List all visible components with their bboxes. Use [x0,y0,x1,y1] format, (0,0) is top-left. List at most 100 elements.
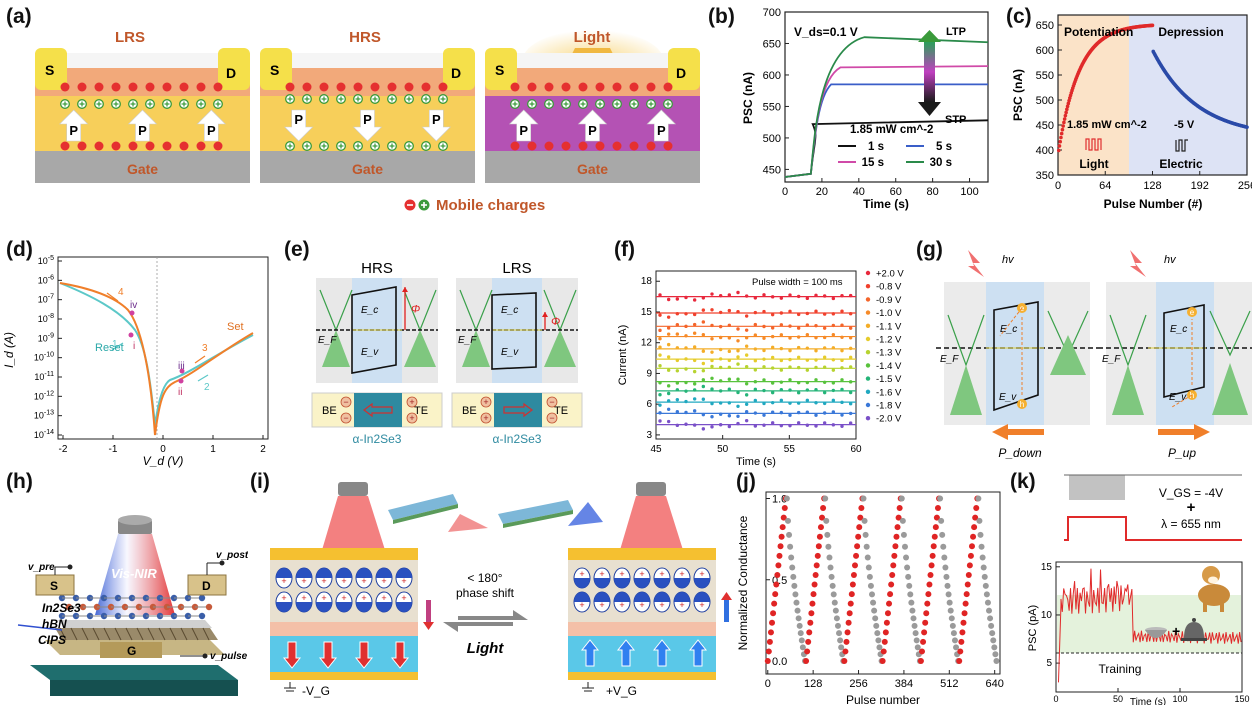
depression-point [947,600,953,606]
x-axis-title: Time (s) [863,197,909,211]
vgs-label: V_GS = -4V [1159,486,1223,500]
y-tick-label: 10-7 [38,294,54,305]
negative-charge-icon [78,142,87,151]
data-point [771,313,774,316]
data-point [684,312,687,315]
negative-charge-icon [371,83,380,92]
negative-charge-icon [388,83,397,92]
data-point [771,391,774,394]
y-axis-title: Normalized Conductance [736,515,750,650]
negative-charge-icon [596,142,605,151]
data-point [832,297,835,300]
data-point [806,411,809,414]
data-point [840,349,843,352]
data-point [754,388,757,391]
data-point [840,294,843,297]
legend-swatch [866,310,870,314]
gate-label: Gate [577,161,608,177]
data-point [658,345,661,348]
svg-text:+: + [639,569,644,579]
potentiation-point [922,620,928,626]
data-point [684,325,687,328]
negative-charge-icon [664,83,673,92]
data-point [823,411,826,414]
data-point [754,347,757,350]
stp-arrow-icon [918,102,941,116]
depression-point [983,583,989,589]
data-point [693,409,696,412]
top-electrode [568,548,716,560]
data-point [849,421,852,424]
legend-label: -2.0 V [876,414,902,425]
data-point [771,411,774,414]
y-axis-title: PSC (nA) [1011,69,1025,121]
svg-text:+: + [321,593,326,603]
data-point [728,359,731,362]
data-point [849,356,852,359]
y-axis-title: I_d (A) [2,332,16,368]
data-point [710,377,713,380]
data-point [832,324,835,327]
vpost-label: v_post [216,550,248,561]
data-point [710,350,713,353]
mobile-charges-legend: Mobile charges [436,197,545,214]
data-point [762,337,765,340]
y-tick-label: 9 [646,368,652,379]
negative-charge-icon [545,83,554,92]
intensity-label: 1.85 mW cm^-2 [1067,119,1147,131]
data-point [702,308,705,311]
data-point [728,377,731,380]
data-point [788,336,791,339]
data-point [736,310,739,313]
data-point [676,398,679,401]
svg-text:−: − [549,397,554,407]
data-point [745,410,748,413]
potentiation-point [1060,132,1064,136]
x-axis-title: Pulse Number (#) [1104,197,1203,211]
potentiation-point [880,658,886,664]
material-label: α-In2Se3 [353,432,402,446]
depression-point [938,518,944,524]
x-tick-label: 256 [1238,180,1252,192]
panel-c-potentiation-chart: 064128192256350400450500550600650 Potent… [1008,0,1252,230]
negative-charge-icon [647,83,656,92]
layer-hbn-label: hBN [42,617,67,631]
data-point [658,329,661,332]
data-point [814,309,817,312]
depression-point [976,518,982,524]
light-beam [322,496,385,550]
x-tick-label: 50 [1113,694,1123,704]
data-point [823,402,826,405]
potentiation-point [929,562,935,568]
depression-point [939,532,945,538]
svg-text:+: + [699,569,704,579]
x-tick-label: 1 [210,444,216,455]
data-point [693,323,696,326]
potentiation-point [776,553,782,559]
depression-point [975,496,981,502]
y-tick-label: 12 [641,338,653,349]
data-point [728,293,731,296]
potentiation-point [883,629,889,635]
electric-label: Electric [1159,157,1203,171]
negative-charge-icon [630,83,639,92]
y-tick-label: 350 [1036,170,1054,182]
depression-point [788,555,794,561]
depression-point [798,630,804,636]
intensity-label: 1.85 mW cm^-2 [850,124,933,136]
negative-charge-icon [95,83,104,92]
set-label: Set [227,321,244,333]
data-point [780,424,783,427]
depression-point [790,574,796,580]
depression-point [908,600,914,606]
depression-point [950,623,956,629]
hv-label: hv [1002,254,1015,266]
depression-point [837,637,843,643]
svg-text:+: + [401,593,406,603]
data-point [702,378,705,381]
data-point [702,413,705,416]
vpulse-label: v_pulse [210,651,248,662]
panel-b-psc-chart: 0 20 40 60 80 100 450 500 550 600 650 700 V_ds=0.1 … [738,0,1000,230]
data-point [797,335,800,338]
potentiation-point [851,572,857,578]
